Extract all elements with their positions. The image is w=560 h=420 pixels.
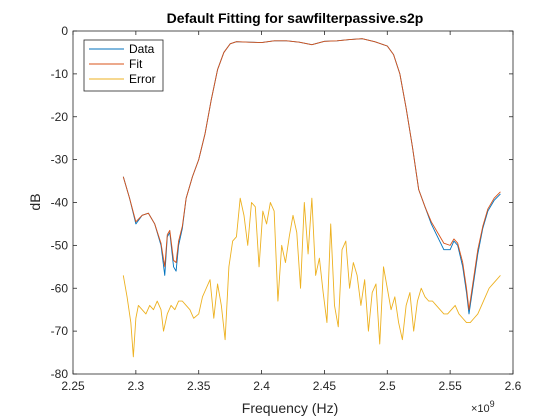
y-tick-label: -10: [51, 67, 69, 81]
x-multiplier-base: ×10: [471, 403, 490, 415]
chart-title: Default Fitting for sawfilterpassive.s2p: [167, 10, 424, 26]
y-tick-label: -70: [51, 324, 69, 338]
x-tick-label: 2.55: [438, 379, 462, 393]
y-axis-label: dB: [27, 193, 43, 210]
x-multiplier-exponent: 9: [490, 399, 495, 409]
y-tick-label: -20: [51, 110, 69, 124]
x-axis: 2.25 2.3 2.35 2.4 2.45 2.5 2.55 2.6: [61, 31, 522, 393]
y-tick-label: -30: [51, 153, 69, 167]
x-tick-label: 2.35: [187, 379, 211, 393]
x-tick-label: 2.6: [505, 379, 522, 393]
y-tick-label: -80: [51, 367, 69, 381]
series-layer: [122, 38, 501, 358]
x-tick-label: 2.25: [61, 379, 85, 393]
y-tick-label: -60: [51, 281, 69, 295]
x-axis-multiplier: ×109: [471, 399, 495, 415]
legend-label-fit: Fit: [129, 57, 143, 71]
legend-label-data: Data: [129, 42, 155, 56]
x-axis-label: Frequency (Hz): [242, 400, 338, 416]
series-line-fit: [122, 38, 501, 311]
x-tick-label: 2.4: [253, 379, 270, 393]
series-line-error: [122, 197, 501, 358]
x-tick-label: 2.45: [313, 379, 337, 393]
y-axis: 0 -10 -20 -30 -40 -50 -60 -70 -80: [51, 24, 513, 381]
x-tick-label: 2.5: [379, 379, 396, 393]
y-tick-label: -50: [51, 238, 69, 252]
y-tick-label: -40: [51, 196, 69, 210]
y-tick-label: 0: [61, 24, 68, 38]
x-tick-label: 2.3: [128, 379, 145, 393]
legend-label-error: Error: [129, 72, 156, 86]
